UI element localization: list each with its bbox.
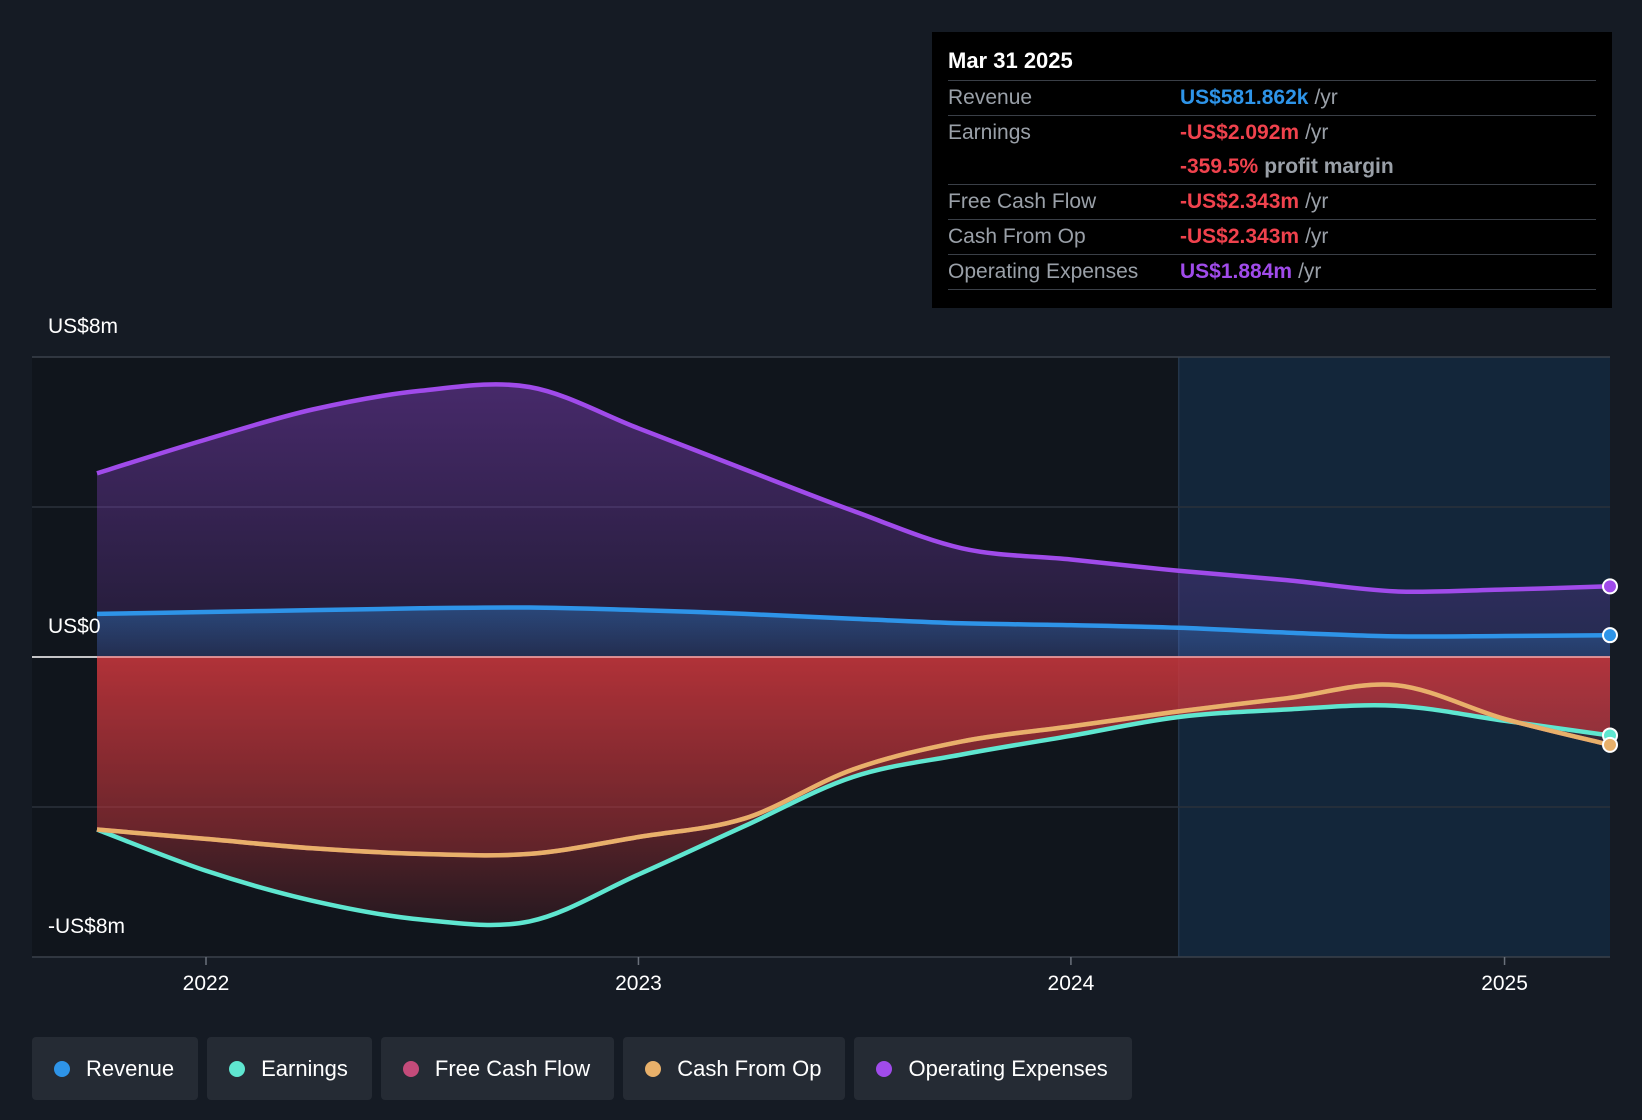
cash-from-op-line [96,682,1611,858]
legend-label: Revenue [86,1055,175,1081]
tooltip-label: Revenue [948,86,1033,109]
tooltip-label [948,150,1180,184]
tooltip-row-revenue: Revenue US$581.862k /yr [948,80,1596,115]
tooltip-value: US$581.862k [1180,86,1309,109]
tooltip-row-earnings: Earnings -US$2.092m /yr [948,115,1596,150]
revenue-line [96,605,1611,639]
legend-item-cash-from-op[interactable]: Cash From Op [623,1037,846,1100]
tooltip-value: US$1.884m [1180,260,1293,283]
operating-expenses-area [97,384,1610,657]
legend-label: Cash From Op [677,1055,822,1081]
legend-item-earnings[interactable]: Earnings [207,1037,372,1100]
y-tick-label: US$8m [48,315,118,338]
tooltip-label: Free Cash Flow [948,190,1097,213]
legend-item-operating-expenses[interactable]: Operating Expenses [854,1037,1132,1100]
y-tick-label: -US$8m [48,915,125,938]
tooltip-value: -US$2.343m [1180,190,1300,213]
tooltip-unit: /yr [1305,121,1329,144]
legend-item-free-cash-flow[interactable]: Free Cash Flow [380,1037,615,1100]
earnings-line [96,703,1611,928]
chart-legend: Revenue Earnings Free Cash Flow Cash Fro… [32,1037,1132,1100]
tooltip-label: Earnings [948,121,1031,144]
x-tick-label: 2024 [1048,972,1095,995]
legend-label: Operating Expenses [908,1055,1108,1081]
tooltip-value: -US$2.092m [1180,121,1300,144]
operating-expenses-line [96,382,1611,595]
tooltip-value: -359.5% [1180,155,1259,178]
revenue-area [97,607,1610,657]
tooltip-row-operating-expenses: Operating Expenses US$1.884m /yr [948,254,1596,290]
tooltip-unit: /yr [1298,260,1322,283]
tooltip-value: -US$2.343m [1180,225,1300,248]
tooltip-row-cash-from-op: Cash From Op -US$2.343m /yr [948,219,1596,254]
legend-dot-icon [54,1060,70,1077]
tooltip-unit: /yr [1305,225,1329,248]
earnings-area [97,657,1610,926]
legend-label: Earnings [261,1055,348,1081]
legend-dot-icon [229,1060,246,1077]
legend-dot-icon [402,1060,419,1077]
tooltip-unit: /yr [1305,190,1329,213]
cash-from-op-marker [1602,736,1618,753]
legend-dot-icon [645,1060,662,1077]
tooltip-date: Mar 31 2025 [948,48,1073,73]
revenue-marker [1602,627,1618,644]
y-tick-label: US$0 [48,615,101,638]
tooltip-label: Cash From Op [948,225,1086,248]
x-tick-label: 2023 [615,972,662,995]
legend-item-revenue[interactable]: Revenue [32,1037,199,1100]
tooltip-row-profit-margin: -359.5% profit margin [948,150,1596,184]
x-tick-label: 2022 [183,972,230,995]
tooltip-unit: profit margin [1264,155,1394,178]
tooltip-row-free-cash-flow: Free Cash Flow -US$2.343m /yr [948,184,1596,219]
operating-expenses-marker [1602,578,1618,595]
cash-from-op-area [97,657,1610,856]
tooltip-label: Operating Expenses [948,260,1139,283]
legend-label: Free Cash Flow [434,1055,591,1081]
tooltip-unit: /yr [1314,86,1338,109]
legend-dot-icon [876,1060,893,1077]
data-tooltip: Mar 31 2025 Revenue US$581.862k /yr Earn… [932,32,1612,308]
x-tick-label: 2025 [1481,972,1528,995]
